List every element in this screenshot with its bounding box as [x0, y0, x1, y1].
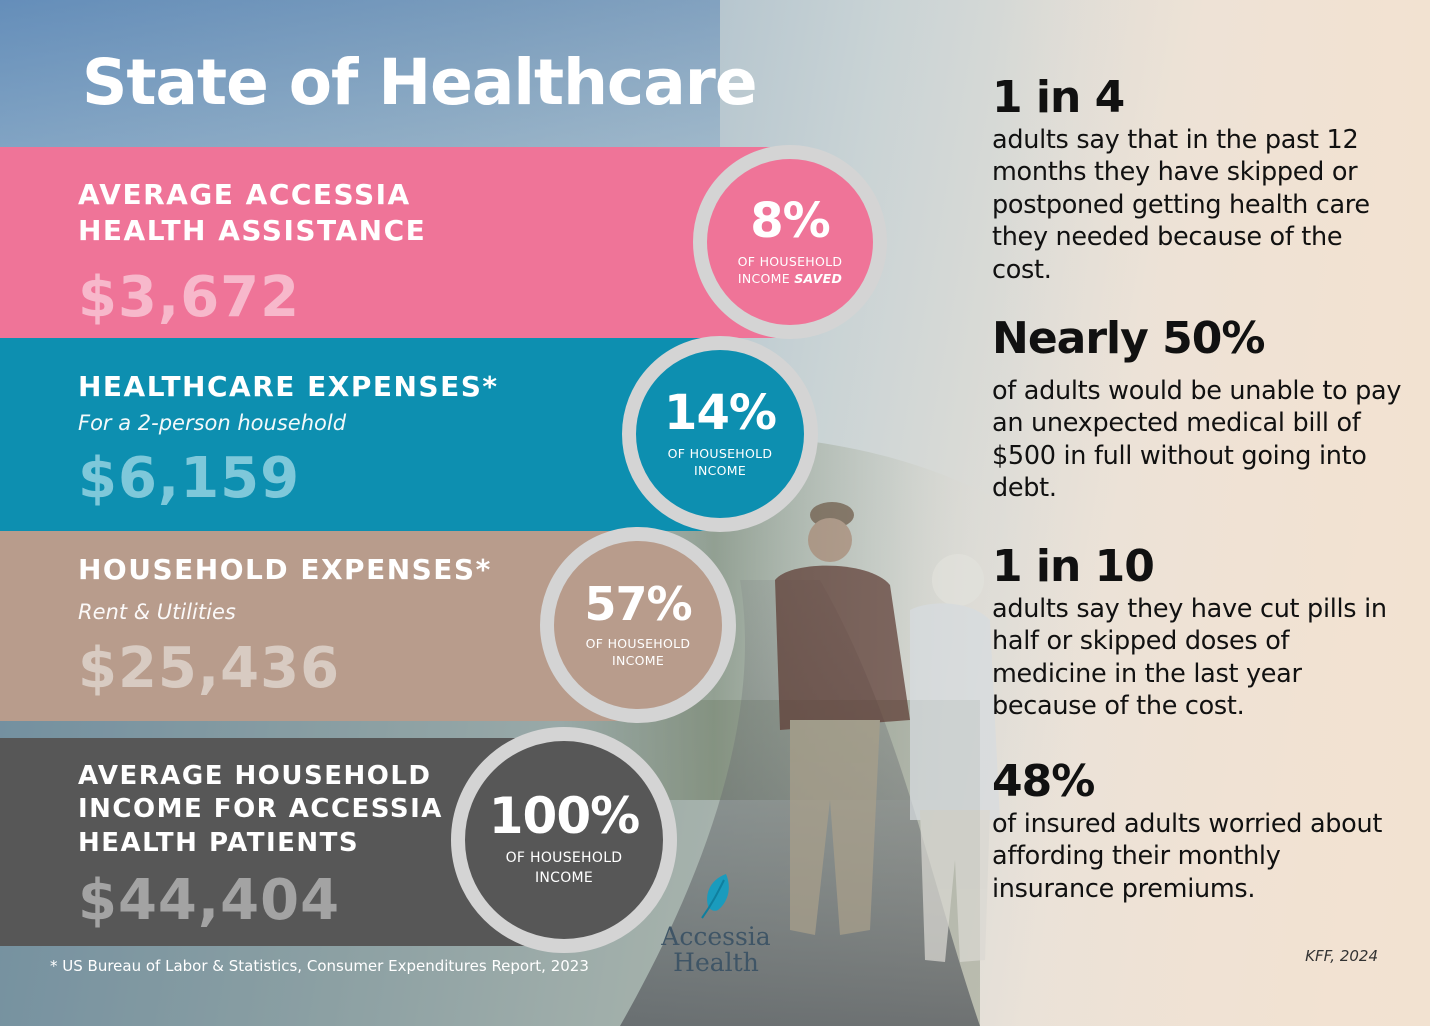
percent-circle: 8% OF HOUSEHOLD INCOME SAVED: [693, 145, 887, 339]
stat-headline: 1 in 4: [992, 72, 1125, 123]
brand-name: Accessia Health: [660, 924, 772, 975]
caption-line: INCOME: [611, 653, 665, 668]
band-label: AVERAGE HOUSEHOLD INCOME FOR ACCESSIA HE…: [78, 760, 443, 860]
stat-block: 48% of insured adults worried about affo…: [992, 760, 1402, 905]
caption-line: INCOME: [534, 870, 594, 886]
feather-icon: [701, 874, 729, 919]
stat-block: 1 in 4 adults say that in the past 12 mo…: [992, 76, 1402, 286]
stat-body: of insured adults worried about affordin…: [992, 809, 1383, 904]
band-label-line: AVERAGE HOUSEHOLD: [78, 761, 432, 791]
stat-body: adults say they have cut pills in half o…: [992, 594, 1387, 722]
page-title: State of Healthcare: [82, 46, 758, 119]
accessia-health-logo: Accessia Health: [660, 872, 772, 975]
band-accessia-assistance: AVERAGE ACCESSIA HEALTH ASSISTANCE $3,67…: [0, 147, 790, 338]
footnote: * US Bureau of Labor & Statistics, Consu…: [50, 957, 589, 975]
band-amount: $3,672: [78, 265, 301, 330]
band-label: HEALTHCARE EXPENSES*: [78, 369, 499, 405]
band-amount: $6,159: [78, 446, 301, 511]
band-label-line: HOUSEHOLD EXPENSES*: [78, 553, 492, 586]
stat-block: Nearly 50% of adults would be unable to …: [992, 317, 1402, 505]
caption-line: OF HOUSEHOLD: [667, 445, 773, 461]
stat-headline: 1 in 10: [992, 541, 1155, 592]
band-household-expenses: HOUSEHOLD EXPENSES* Rent & Utilities $25…: [0, 531, 640, 721]
caption-line: INCOME: [737, 271, 790, 286]
band-label-line: HEALTH PATIENTS: [78, 827, 360, 858]
band-label-line: HEALTH ASSISTANCE: [78, 213, 427, 247]
percent-circle: 100% OF HOUSEHOLD INCOME: [451, 727, 677, 953]
percent-value: 14%: [664, 384, 777, 441]
band-household-income: AVERAGE HOUSEHOLD INCOME FOR ACCESSIA HE…: [0, 738, 565, 946]
stat-body: of adults would be unable to pay an unex…: [992, 376, 1402, 504]
caption-line: OF HOUSEHOLD: [585, 635, 691, 651]
percent-caption: OF HOUSEHOLD INCOME SAVED: [738, 253, 843, 288]
stat-headline: 48%: [992, 756, 1095, 807]
band-healthcare-expenses: HEALTHCARE EXPENSES* For a 2-person hous…: [0, 338, 720, 531]
percent-caption: OF HOUSEHOLD INCOME: [586, 635, 691, 670]
percent-value: 8%: [750, 192, 830, 249]
band-label-line: AVERAGE ACCESSIA: [78, 178, 411, 211]
band-amount: $25,436: [78, 636, 341, 701]
band-label: HOUSEHOLD EXPENSES*: [78, 552, 492, 588]
percent-value: 100%: [488, 787, 640, 846]
top-sky-overlay: [0, 0, 720, 150]
percent-circle: 14% OF HOUSEHOLD INCOME: [622, 336, 818, 532]
band-label: AVERAGE ACCESSIA HEALTH ASSISTANCE: [78, 177, 426, 249]
percent-circle: 57% OF HOUSEHOLD INCOME: [540, 527, 736, 723]
band-subtitle: For a 2-person household: [78, 411, 347, 435]
stat-body: adults say that in the past 12 months th…: [992, 125, 1370, 285]
band-label-line: INCOME FOR ACCESSIA: [78, 794, 443, 825]
percent-caption: OF HOUSEHOLD INCOME: [668, 445, 773, 480]
caption-line: OF HOUSEHOLD: [737, 253, 843, 269]
percent-value: 57%: [584, 576, 692, 631]
brand-line: Health: [673, 947, 759, 977]
percent-caption: OF HOUSEHOLD INCOME: [506, 849, 623, 888]
stat-headline: Nearly 50%: [992, 313, 1265, 364]
brand-line: Accessia: [661, 922, 771, 951]
stat-block: 1 in 10 adults say they have cut pills i…: [992, 545, 1402, 723]
caption-line: OF HOUSEHOLD: [505, 850, 623, 867]
citation: KFF, 2024: [1305, 947, 1378, 965]
band-label-line: HEALTHCARE EXPENSES*: [78, 370, 499, 403]
caption-line: INCOME: [693, 463, 747, 478]
caption-emphasis: SAVED: [794, 271, 843, 286]
band-subtitle: Rent & Utilities: [78, 600, 236, 624]
band-amount: $44,404: [78, 868, 341, 933]
